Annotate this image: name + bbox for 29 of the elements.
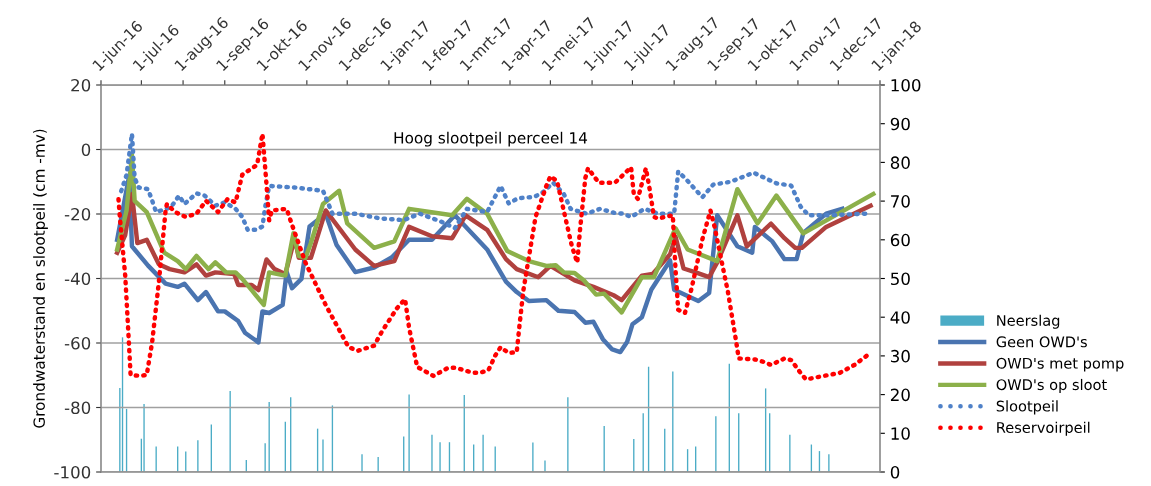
y-tick-label: -100 [54,465,91,479]
line-series [116,131,869,382]
y-tick-label: 20 [71,78,91,92]
y2-tick-label: 0 [890,465,900,479]
y2-tick-label: 100 [891,78,921,92]
y2-tick-label: 20 [890,388,910,402]
y-axis-title: Grondwaterstand en slootpeil (cm -mv) [33,129,48,428]
legend-label: Reservoirpeil [997,421,1090,436]
y-tick-label: -80 [64,401,91,415]
line-series [114,152,876,315]
y-tick-label: 0 [81,143,91,157]
text: Hoog slootpeil perceel 14 [394,131,588,147]
y2-tick-label: 60 [890,233,910,247]
legend-label: Geen OWD's [996,336,1087,348]
y-tick-label: -20 [64,207,91,221]
y2-tick-label: 30 [890,349,910,363]
line-series [118,131,868,233]
y2-tick-label: 50 [891,272,910,286]
y-tick-label: -40 [64,272,91,286]
legend-label: OWD's op sloot [996,378,1107,394]
y-tick-label: -60 [64,336,91,350]
y2-tick-label: 10 [891,427,910,440]
legend-label: Slootpeil [996,400,1058,415]
legend-label: Neerslag [997,314,1060,329]
y2-tick-label: 40 [890,311,910,324]
y2-tick-label: 70 [891,195,910,208]
y2-tick-label: 90 [890,117,910,131]
legend-label: OWD's met pomp [996,357,1124,372]
y2-tick-label: 80 [890,156,910,169]
